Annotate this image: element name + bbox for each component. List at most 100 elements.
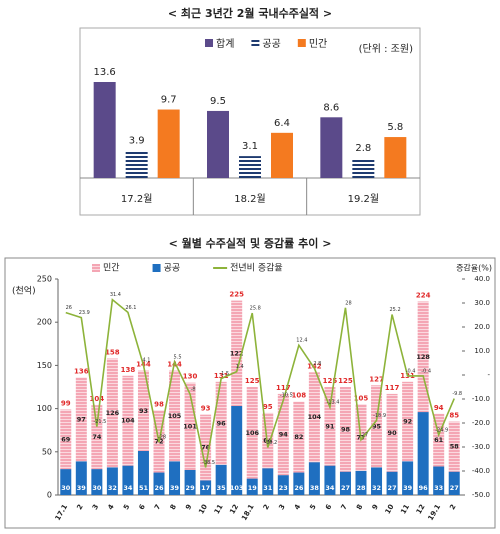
- legend-swatch: [152, 264, 161, 272]
- legend-swatch: [92, 264, 100, 272]
- bar-segment: [293, 401, 305, 473]
- total-label: 104: [90, 395, 105, 403]
- bar-segment: [246, 478, 258, 495]
- bar-segment: [417, 412, 429, 495]
- total-label: 125: [245, 377, 260, 385]
- bar: [384, 137, 407, 178]
- line-point-label: 23.9: [79, 310, 90, 316]
- x-tick-label: 4: [293, 503, 302, 511]
- total-label: 138: [121, 366, 136, 374]
- total-label: 93: [201, 405, 211, 413]
- segment-label: 106: [245, 429, 259, 437]
- y-tick-label: 50: [42, 447, 52, 456]
- x-tick-label: 9: [371, 503, 380, 511]
- x-tick-label: 7: [340, 503, 349, 511]
- total-label: 125: [323, 377, 338, 385]
- segment-label: 39: [170, 484, 180, 492]
- segment-label: 33: [434, 484, 443, 492]
- bar-segment: [386, 393, 398, 472]
- segment-label: 34: [325, 484, 335, 492]
- bar: [207, 110, 229, 178]
- line-point-label: 26.1: [125, 305, 136, 311]
- bar-segment: [231, 300, 243, 407]
- x-tick-label: 8: [169, 503, 178, 511]
- line-point-label: -0.4: [421, 368, 431, 374]
- x-tick-label: 10: [384, 503, 396, 516]
- y2-tick-label: 40.0: [474, 275, 490, 283]
- y2-tick-label: 10.0: [474, 347, 490, 355]
- x-tick-label: 4: [106, 503, 115, 511]
- segment-label: 128: [416, 353, 430, 361]
- segment-label: 96: [419, 484, 429, 492]
- segment-label: 92: [403, 418, 412, 426]
- line-point-label: 12.4: [296, 338, 307, 344]
- y-tick-label: 150: [37, 361, 52, 370]
- bar-segment: [122, 375, 134, 466]
- total-label: 130: [183, 373, 198, 381]
- bar-segment: [308, 372, 320, 463]
- line-point-label: -0.4: [406, 368, 416, 374]
- legend-label: 합계: [216, 38, 234, 50]
- unit: (단위 : 조원): [359, 42, 413, 55]
- segment-label: 98: [341, 425, 351, 433]
- bar: [320, 117, 343, 178]
- segment-label: 96: [217, 419, 227, 427]
- line-point-label: 1.4: [236, 364, 244, 370]
- bar-segment: [402, 461, 414, 495]
- total-label: 136: [74, 367, 89, 375]
- value-label: 3.1: [242, 141, 258, 152]
- total-label: 117: [385, 384, 400, 392]
- bar-segment: [106, 358, 118, 468]
- legend-swatch: [297, 39, 306, 47]
- y2-tick-label: -40.0: [472, 467, 490, 475]
- line-point-label: -1.5: [219, 371, 229, 377]
- total-label: 224: [416, 291, 431, 299]
- x-tick-label: 6: [324, 503, 333, 511]
- bar: [157, 109, 180, 178]
- segment-label: 39: [77, 484, 87, 492]
- total-label: 131: [214, 372, 229, 380]
- bar-segment: [433, 413, 445, 467]
- bar-segment: [215, 381, 227, 465]
- x-tick-label: 3: [91, 503, 100, 511]
- bar-segment: [137, 370, 149, 451]
- bar-segment: [308, 462, 320, 495]
- bar-segment: [184, 469, 196, 495]
- line-point-label: 2.8: [313, 361, 321, 367]
- bar: [352, 158, 375, 178]
- bar-segment: [371, 385, 383, 468]
- chart1-frame: [79, 27, 421, 216]
- line-point-label: -24.9: [435, 427, 448, 433]
- line-point-label: 26: [66, 305, 72, 311]
- segment-label: 101: [183, 422, 197, 430]
- total-label: 85: [449, 412, 459, 420]
- bar-segment: [60, 409, 72, 470]
- x-tick-label: 2: [448, 503, 457, 511]
- x-tick-label: 5: [308, 503, 317, 511]
- segment-label: 105: [168, 412, 182, 420]
- segment-label: 27: [341, 484, 350, 492]
- segment-label: 19: [248, 484, 258, 492]
- bar-segment: [433, 466, 445, 495]
- x-tick-label: 2: [75, 503, 84, 511]
- bar-segment: [417, 301, 429, 413]
- bar-segment: [386, 471, 398, 495]
- value-label: 9.7: [161, 95, 177, 106]
- x-tick-label: 18.2월: [234, 193, 265, 205]
- bar-segment: [153, 472, 165, 495]
- y2-tick-label: -20.0: [472, 419, 490, 427]
- segment-label: 82: [294, 433, 303, 441]
- bar-segment: [448, 421, 460, 472]
- segment-label: 51: [139, 484, 149, 492]
- bar-segment: [184, 382, 196, 470]
- line-point-label: -30.2: [264, 440, 277, 446]
- bar-segment: [371, 467, 383, 495]
- line-point-label: 28: [345, 300, 351, 306]
- total-label: 108: [292, 392, 307, 400]
- bar-segment: [355, 470, 367, 495]
- bar-segment: [277, 393, 289, 476]
- line-point-label: -8: [191, 387, 196, 393]
- value-label: 5.8: [387, 122, 403, 133]
- bar-segment: [324, 465, 336, 495]
- line-point-label: -27: [360, 432, 368, 438]
